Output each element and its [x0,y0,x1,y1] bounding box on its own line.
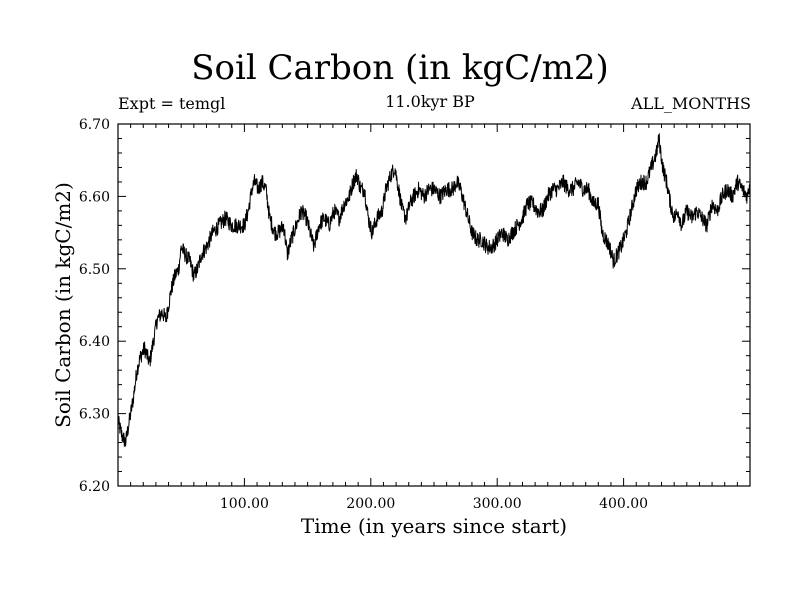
x-tick-label: 300.00 [473,496,522,512]
y-tick-label: 6.60 [79,189,110,205]
y-tick-label: 6.40 [79,334,110,350]
months-label: ALL_MONTHS [631,94,751,113]
chart-title: Soil Carbon (in kgC/m2) [191,48,609,88]
series-layer [117,133,751,447]
y-tick-label: 6.30 [79,407,110,423]
series-line [117,133,751,447]
x-tick-label: 400.00 [599,496,648,512]
x-tick-label: 200.00 [346,496,395,512]
y-tick-label: 6.70 [79,117,110,133]
period-label: 11.0kyr BP [385,92,475,111]
y-tick-label: 6.50 [79,262,110,278]
experiment-label: Expt = temgl [118,94,226,113]
y-tick-label: 6.20 [79,479,110,495]
ticks-layer: 100.00 200.00 300.00 400.00 6.20 6.30 6.40 6.50… [79,117,750,512]
plot-frame [117,123,751,487]
x-tick-label: 100.00 [220,496,269,512]
x-axis-label: Time (in years since start) [300,514,568,538]
